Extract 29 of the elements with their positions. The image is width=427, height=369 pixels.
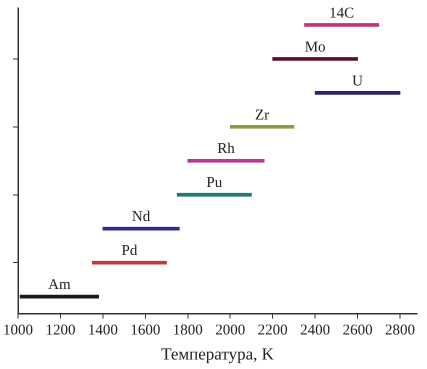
y-tick-label: 14C [329, 5, 354, 22]
y-tick-label: U [352, 73, 364, 90]
y-tick-label: Rh [217, 141, 236, 158]
bar [187, 158, 265, 163]
y-tick-label: Am [48, 277, 71, 294]
bar [314, 91, 400, 95]
y-tick-label: Pu [206, 175, 223, 192]
bar [92, 260, 167, 264]
y-tick-label: Nd [132, 209, 151, 226]
bar [20, 294, 99, 298]
x-tick-label: 2400 [300, 322, 330, 339]
x-tick-label: 2000 [215, 322, 246, 339]
x-tick-label: 1000 [3, 322, 33, 339]
x-tick-label: 2800 [385, 322, 416, 339]
bar [304, 23, 380, 27]
x-tick-label: 2200 [258, 322, 288, 339]
bar [176, 192, 252, 197]
x-tick-label: 1600 [130, 322, 160, 339]
bar [272, 57, 358, 61]
bar [102, 226, 180, 231]
x-tick-label: 1400 [88, 322, 118, 339]
y-tick-label: Mo [304, 39, 326, 56]
bar [230, 125, 294, 129]
x-tick-label: 2600 [342, 322, 373, 339]
y-tick-label: Zr [254, 107, 270, 124]
y-tick-label: Pd [122, 243, 138, 260]
x-tick-label: 1200 [45, 322, 76, 339]
x-tick-label: 1800 [172, 322, 203, 339]
x-axis-title: Температура, K [161, 344, 275, 364]
